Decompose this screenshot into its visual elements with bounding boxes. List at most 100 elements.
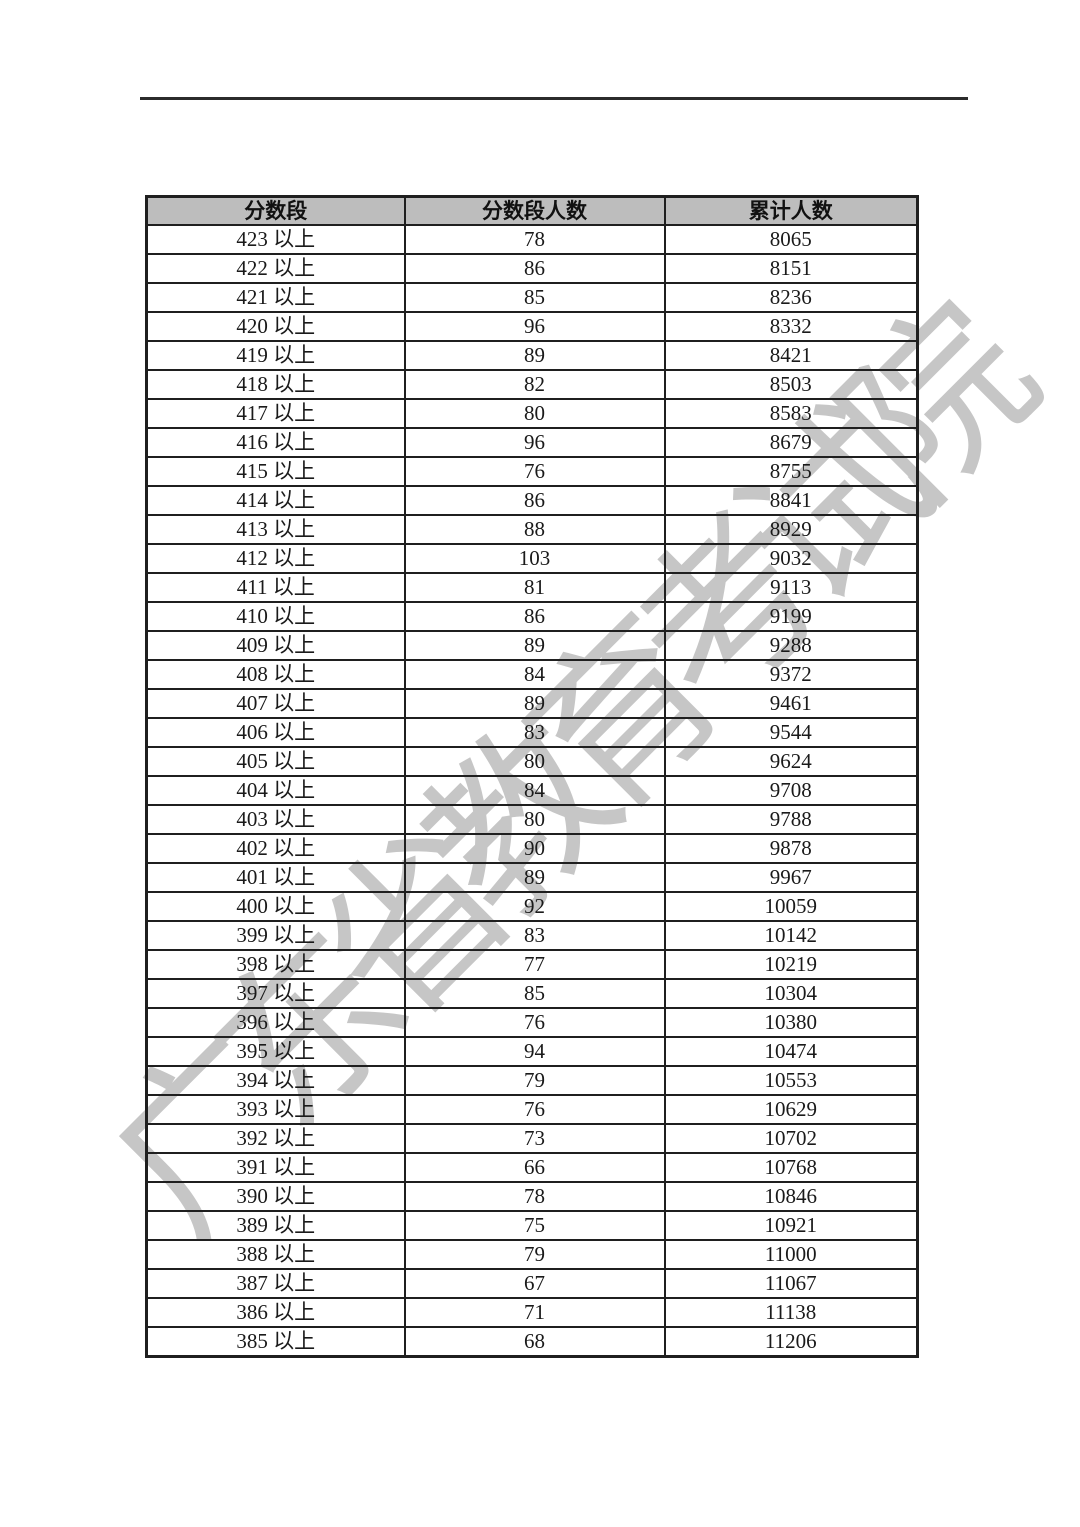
score-range-cell: 421 以上	[145, 282, 406, 313]
table-row: 401 以上 89 9967	[145, 862, 919, 893]
table-row: 398 以上 77 10219	[145, 949, 919, 980]
table-row: 413 以上 88 8929	[145, 514, 919, 545]
score-range-cell: 411 以上	[145, 572, 406, 603]
table-row: 386 以上 71 11138	[145, 1297, 919, 1328]
cumulative-count-cell: 10846	[663, 1181, 919, 1212]
table-row: 421 以上 85 8236	[145, 282, 919, 313]
table-row: 407 以上 89 9461	[145, 688, 919, 719]
segment-count-cell: 90	[403, 833, 666, 864]
score-range-cell: 402 以上	[145, 833, 406, 864]
cumulative-count-cell: 10702	[663, 1123, 919, 1154]
cumulative-count-cell: 8421	[663, 340, 919, 371]
table-row: 397 以上 85 10304	[145, 978, 919, 1009]
cumulative-count-cell: 10474	[663, 1036, 919, 1067]
table-row: 390 以上 78 10846	[145, 1181, 919, 1212]
table-row: 411 以上 81 9113	[145, 572, 919, 603]
cumulative-count-cell: 9461	[663, 688, 919, 719]
table-row: 420 以上 96 8332	[145, 311, 919, 342]
segment-count-cell: 80	[403, 746, 666, 777]
cumulative-count-cell: 9708	[663, 775, 919, 806]
table-row: 410 以上 86 9199	[145, 601, 919, 632]
cumulative-count-cell: 10629	[663, 1094, 919, 1125]
score-range-cell: 395 以上	[145, 1036, 406, 1067]
cumulative-count-cell: 9878	[663, 833, 919, 864]
segment-count-cell: 82	[403, 369, 666, 400]
score-range-cell: 412 以上	[145, 543, 406, 574]
score-range-cell: 386 以上	[145, 1297, 406, 1328]
table-row: 405 以上 80 9624	[145, 746, 919, 777]
cumulative-count-cell: 11067	[663, 1268, 919, 1299]
cumulative-count-cell: 10553	[663, 1065, 919, 1096]
segment-count-cell: 86	[403, 601, 666, 632]
table-row: 417 以上 80 8583	[145, 398, 919, 429]
cumulative-count-cell: 9372	[663, 659, 919, 690]
score-range-cell: 408 以上	[145, 659, 406, 690]
header-cumulative-count: 累计人数	[663, 195, 919, 226]
table-row: 406 以上 83 9544	[145, 717, 919, 748]
table-row: 385 以上 68 11206	[145, 1326, 919, 1358]
segment-count-cell: 71	[403, 1297, 666, 1328]
segment-count-cell: 86	[403, 253, 666, 284]
score-range-cell: 418 以上	[145, 369, 406, 400]
segment-count-cell: 79	[403, 1239, 666, 1270]
cumulative-count-cell: 9967	[663, 862, 919, 893]
cumulative-count-cell: 9624	[663, 746, 919, 777]
cumulative-count-cell: 8503	[663, 369, 919, 400]
cumulative-count-cell: 8151	[663, 253, 919, 284]
segment-count-cell: 79	[403, 1065, 666, 1096]
table-row: 419 以上 89 8421	[145, 340, 919, 371]
cumulative-count-cell: 10059	[663, 891, 919, 922]
table-row: 394 以上 79 10553	[145, 1065, 919, 1096]
segment-count-cell: 77	[403, 949, 666, 980]
score-range-cell: 410 以上	[145, 601, 406, 632]
score-distribution-table: 分数段 分数段人数 累计人数 423 以上 78 8065 422 以上 86 8151 4…	[145, 195, 919, 1358]
table-row: 403 以上 80 9788	[145, 804, 919, 835]
segment-count-cell: 84	[403, 775, 666, 806]
table-row: 416 以上 96 8679	[145, 427, 919, 458]
table-row: 387 以上 67 11067	[145, 1268, 919, 1299]
score-range-cell: 387 以上	[145, 1268, 406, 1299]
segment-count-cell: 78	[403, 1181, 666, 1212]
score-range-cell: 396 以上	[145, 1007, 406, 1038]
score-range-cell: 393 以上	[145, 1094, 406, 1125]
table-header-row: 分数段 分数段人数 累计人数	[145, 195, 919, 226]
score-range-cell: 405 以上	[145, 746, 406, 777]
segment-count-cell: 89	[403, 340, 666, 371]
cumulative-count-cell: 11206	[663, 1326, 919, 1358]
table-row: 409 以上 89 9288	[145, 630, 919, 661]
cumulative-count-cell: 10304	[663, 978, 919, 1009]
cumulative-count-cell: 9113	[663, 572, 919, 603]
cumulative-count-cell: 9199	[663, 601, 919, 632]
cumulative-count-cell: 11138	[663, 1297, 919, 1328]
cumulative-count-cell: 8583	[663, 398, 919, 429]
segment-count-cell: 103	[403, 543, 666, 574]
table-row: 402 以上 90 9878	[145, 833, 919, 864]
table-row: 393 以上 76 10629	[145, 1094, 919, 1125]
segment-count-cell: 84	[403, 659, 666, 690]
segment-count-cell: 83	[403, 717, 666, 748]
score-range-cell: 414 以上	[145, 485, 406, 516]
score-range-cell: 399 以上	[145, 920, 406, 951]
score-range-cell: 417 以上	[145, 398, 406, 429]
cumulative-count-cell: 10142	[663, 920, 919, 951]
segment-count-cell: 86	[403, 485, 666, 516]
cumulative-count-cell: 8065	[663, 224, 919, 255]
segment-count-cell: 73	[403, 1123, 666, 1154]
segment-count-cell: 85	[403, 282, 666, 313]
segment-count-cell: 83	[403, 920, 666, 951]
segment-count-cell: 80	[403, 804, 666, 835]
segment-count-cell: 89	[403, 688, 666, 719]
table-row: 392 以上 73 10702	[145, 1123, 919, 1154]
segment-count-cell: 96	[403, 427, 666, 458]
segment-count-cell: 76	[403, 456, 666, 487]
cumulative-count-cell: 10219	[663, 949, 919, 980]
score-range-cell: 420 以上	[145, 311, 406, 342]
table-row: 412 以上 103 9032	[145, 543, 919, 574]
table-row: 415 以上 76 8755	[145, 456, 919, 487]
score-range-cell: 406 以上	[145, 717, 406, 748]
score-range-cell: 409 以上	[145, 630, 406, 661]
score-range-cell: 398 以上	[145, 949, 406, 980]
score-range-cell: 389 以上	[145, 1210, 406, 1241]
cumulative-count-cell: 9288	[663, 630, 919, 661]
